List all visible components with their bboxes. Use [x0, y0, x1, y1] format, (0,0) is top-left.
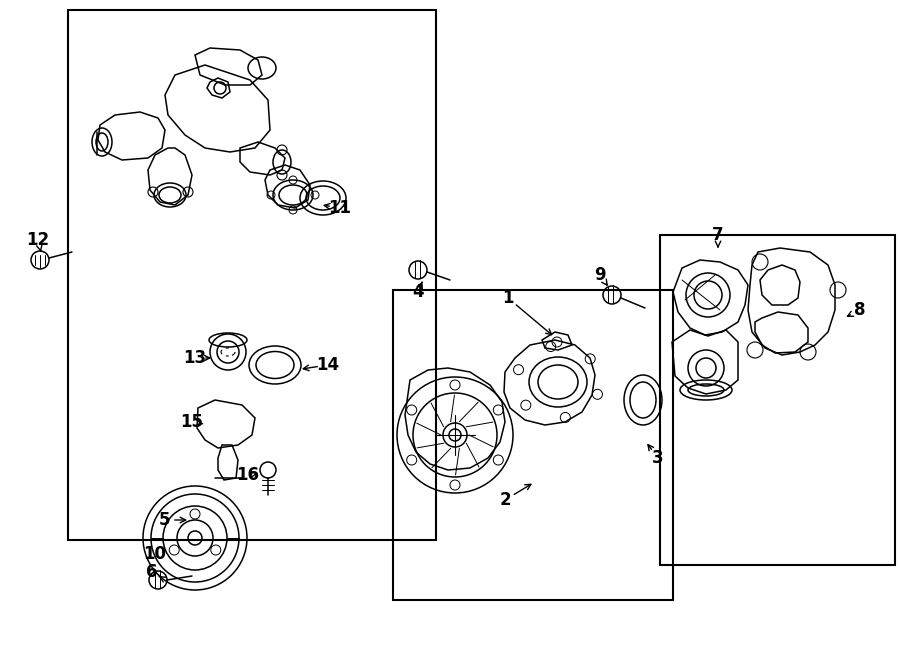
Text: 15: 15 [181, 413, 203, 431]
Text: 2: 2 [500, 491, 511, 509]
Text: 4: 4 [412, 283, 424, 301]
Text: 14: 14 [317, 356, 339, 374]
Text: 8: 8 [854, 301, 866, 319]
Bar [660, 235, 895, 565]
Text: 10: 10 [143, 545, 166, 563]
Text: 12: 12 [26, 231, 50, 249]
Bar [68, 10, 436, 540]
Text: 3: 3 [652, 449, 664, 467]
Text: 13: 13 [184, 349, 207, 367]
Bar [393, 290, 673, 600]
Text: 11: 11 [328, 199, 352, 217]
Text: 7: 7 [712, 226, 724, 244]
Text: 16: 16 [237, 466, 259, 484]
Text: 9: 9 [594, 266, 606, 284]
Text: 6: 6 [146, 563, 158, 581]
Text: 1: 1 [502, 289, 514, 307]
Text: 5: 5 [158, 511, 170, 529]
